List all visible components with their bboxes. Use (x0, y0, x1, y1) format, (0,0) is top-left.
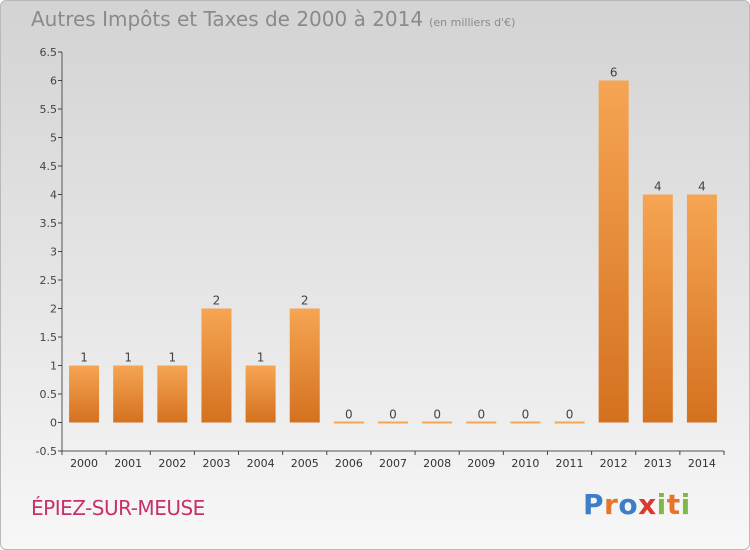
data-label: 0 (477, 408, 485, 422)
bar (245, 365, 276, 423)
x-tick-label: 2005 (291, 457, 319, 470)
bar (69, 365, 100, 423)
x-tick-label: 2010 (511, 457, 539, 470)
y-tick-label: 2.5 (40, 274, 58, 287)
bar (686, 194, 717, 423)
bar (113, 365, 144, 423)
bar (157, 365, 188, 423)
y-tick-label: 5.5 (40, 103, 58, 116)
x-tick-label: 2007 (379, 457, 407, 470)
data-label: 1 (257, 351, 265, 365)
x-tick-label: 2013 (644, 457, 672, 470)
data-label: 4 (698, 180, 706, 194)
y-tick-label: -0.5 (36, 445, 57, 458)
y-tick-label: 0.5 (40, 388, 58, 401)
y-tick-label: 6.5 (40, 46, 58, 59)
data-label: 2 (213, 294, 221, 308)
bar (466, 421, 497, 424)
x-tick-label: 2003 (202, 457, 230, 470)
data-label: 1 (124, 351, 132, 365)
bar (510, 421, 541, 424)
y-tick-label: 3 (50, 246, 57, 259)
y-tick-label: 1.5 (40, 331, 58, 344)
y-tick-label: 2 (50, 303, 57, 316)
x-tick-label: 2000 (70, 457, 98, 470)
logo-letter: o (618, 488, 639, 521)
logo-letter: t (666, 488, 681, 521)
y-tick-label: 1 (50, 360, 57, 373)
proxiti-logo: Proxiti (583, 488, 691, 521)
data-label: 0 (345, 408, 353, 422)
x-tick-label: 2006 (335, 457, 363, 470)
logo-letter: i (680, 488, 691, 521)
x-tick-label: 2012 (600, 457, 628, 470)
y-tick-label: 4.5 (40, 160, 58, 173)
data-label: 0 (566, 408, 574, 422)
logo-letter: P (583, 488, 605, 521)
bar (289, 308, 320, 423)
logo-letter: i (656, 488, 667, 521)
chart-title: Autres Impôts et Taxes de 2000 à 2014 (en… (31, 7, 515, 31)
commune-name: ÉPIEZ-SUR-MEUSE (31, 496, 205, 520)
x-tick-label: 2014 (688, 457, 716, 470)
data-label: 1 (169, 351, 177, 365)
x-tick-label: 2009 (467, 457, 495, 470)
y-tick-label: 5 (50, 132, 57, 145)
data-label: 0 (433, 408, 441, 422)
bar (554, 421, 585, 424)
logo-letter: r (604, 488, 619, 521)
x-tick-label: 2002 (158, 457, 186, 470)
data-label: 1 (80, 351, 88, 365)
x-tick-label: 2011 (556, 457, 584, 470)
bar (422, 421, 453, 424)
y-tick-label: 4 (50, 189, 57, 202)
title-text: Autres Impôts et Taxes de 2000 à 2014 (31, 7, 424, 31)
bar (201, 308, 232, 423)
data-label: 4 (654, 180, 662, 194)
logo-letter: x (638, 488, 657, 521)
bar (598, 80, 629, 423)
data-label: 2 (301, 294, 309, 308)
y-tick-label: 6 (50, 75, 57, 88)
y-tick-label: 0 (50, 417, 57, 430)
data-label: 0 (522, 408, 530, 422)
x-tick-label: 2001 (114, 457, 142, 470)
title-unit: (en milliers d'€) (429, 16, 516, 29)
x-tick-label: 2008 (423, 457, 451, 470)
y-tick-label: 3.5 (40, 217, 58, 230)
bar (642, 194, 673, 423)
data-label: 0 (389, 408, 397, 422)
data-label: 6 (610, 66, 618, 80)
bar (378, 421, 408, 424)
x-tick-label: 2004 (247, 457, 275, 470)
bar (333, 421, 364, 424)
